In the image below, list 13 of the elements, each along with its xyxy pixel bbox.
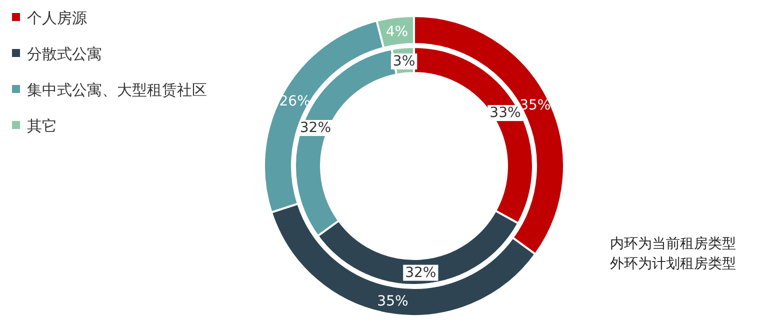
data-label: 4% (386, 24, 408, 40)
data-label: 32% (300, 120, 332, 136)
text: 内环为当前租房类型 (610, 236, 736, 252)
text: 外环为计划租房类型 (610, 256, 736, 272)
data-label: 35% (377, 293, 408, 310)
legend-label: 个人房源 (27, 9, 87, 27)
data-label: 35% (520, 97, 551, 114)
data-label: 32% (405, 264, 436, 281)
legend-label: 其它 (27, 117, 57, 135)
data-label: 3% (392, 53, 416, 70)
legend-label: 集中式公寓、大型租赁社区 (27, 81, 207, 99)
data-label: 33% (490, 105, 521, 122)
legend-label: 分散式公寓 (27, 45, 102, 63)
